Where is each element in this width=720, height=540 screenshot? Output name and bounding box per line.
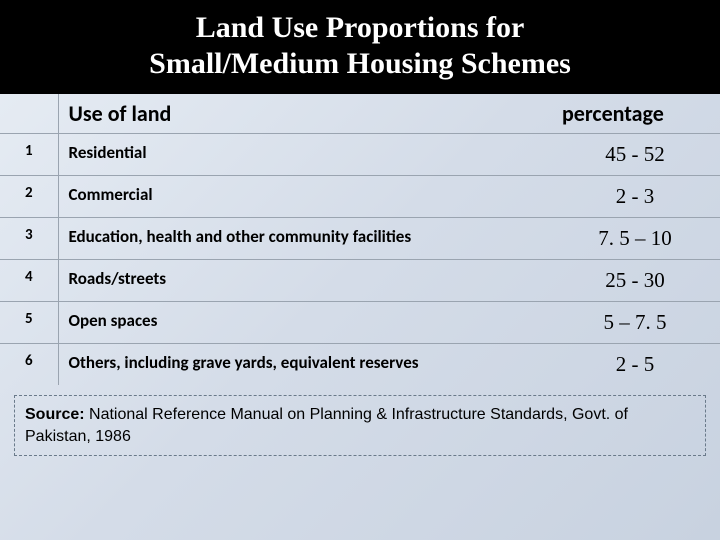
cell-num: 3 bbox=[0, 218, 58, 260]
page-title: Land Use Proportions for Small/Medium Ho… bbox=[0, 0, 720, 94]
col-header-use: Use of land bbox=[58, 94, 550, 134]
cell-num: 1 bbox=[0, 134, 58, 176]
cell-pct: 7. 5 – 10 bbox=[550, 218, 720, 260]
title-line-2: Small/Medium Housing Schemes bbox=[149, 47, 571, 80]
cell-pct: 5 – 7. 5 bbox=[550, 302, 720, 344]
cell-num: 4 bbox=[0, 260, 58, 302]
cell-use: Commercial bbox=[58, 176, 550, 218]
table-row: 1 Residential 45 - 52 bbox=[0, 134, 720, 176]
cell-pct: 2 - 5 bbox=[550, 344, 720, 386]
cell-use: Residential bbox=[58, 134, 550, 176]
table-row: 6 Others, including grave yards, equival… bbox=[0, 344, 720, 386]
cell-num: 6 bbox=[0, 344, 58, 386]
cell-use: Education, health and other community fa… bbox=[58, 218, 550, 260]
source-label: Source: bbox=[25, 406, 85, 423]
table-container: Use of land percentage 1 Residential 45 … bbox=[0, 94, 720, 385]
cell-use: Open spaces bbox=[58, 302, 550, 344]
source-citation: Source: National Reference Manual on Pla… bbox=[14, 395, 706, 456]
col-header-pct: percentage bbox=[550, 94, 720, 134]
cell-pct: 2 - 3 bbox=[550, 176, 720, 218]
table-row: 4 Roads/streets 25 - 30 bbox=[0, 260, 720, 302]
title-line-1: Land Use Proportions for bbox=[196, 11, 525, 44]
cell-num: 2 bbox=[0, 176, 58, 218]
cell-pct: 45 - 52 bbox=[550, 134, 720, 176]
land-use-table: Use of land percentage 1 Residential 45 … bbox=[0, 94, 720, 385]
cell-use: Roads/streets bbox=[58, 260, 550, 302]
table-row: 2 Commercial 2 - 3 bbox=[0, 176, 720, 218]
table-header-row: Use of land percentage bbox=[0, 94, 720, 134]
cell-use: Others, including grave yards, equivalen… bbox=[58, 344, 550, 386]
cell-pct: 25 - 30 bbox=[550, 260, 720, 302]
source-text: National Reference Manual on Planning & … bbox=[25, 406, 628, 445]
table-row: 3 Education, health and other community … bbox=[0, 218, 720, 260]
table-row: 5 Open spaces 5 – 7. 5 bbox=[0, 302, 720, 344]
col-header-num bbox=[0, 94, 58, 134]
cell-num: 5 bbox=[0, 302, 58, 344]
